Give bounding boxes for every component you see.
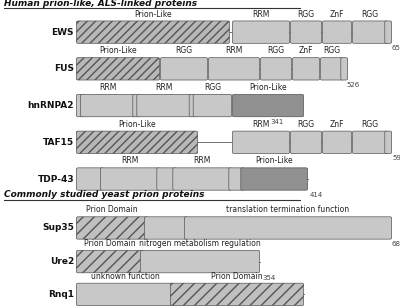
- Text: TDP-43: TDP-43: [37, 174, 74, 184]
- FancyBboxPatch shape: [80, 94, 136, 117]
- Text: RGG: RGG: [362, 120, 378, 129]
- FancyBboxPatch shape: [189, 94, 196, 117]
- FancyBboxPatch shape: [184, 217, 392, 239]
- FancyBboxPatch shape: [76, 250, 144, 273]
- FancyBboxPatch shape: [144, 217, 188, 239]
- Text: 354: 354: [262, 275, 275, 281]
- FancyBboxPatch shape: [193, 94, 232, 117]
- Text: 341: 341: [270, 118, 283, 125]
- Text: EWS: EWS: [52, 28, 74, 37]
- FancyBboxPatch shape: [320, 58, 344, 80]
- Text: Prion Domain: Prion Domain: [84, 239, 136, 248]
- Text: hnRNPA2: hnRNPA2: [28, 101, 74, 110]
- Text: Prion-Like: Prion-Like: [99, 46, 137, 55]
- Text: ZnF: ZnF: [299, 46, 313, 55]
- FancyBboxPatch shape: [76, 21, 230, 43]
- Text: unknown function: unknown function: [91, 272, 159, 281]
- Text: RGG: RGG: [298, 9, 314, 18]
- FancyBboxPatch shape: [229, 168, 244, 190]
- Text: Prion-Like: Prion-Like: [255, 156, 293, 165]
- Text: ZnF: ZnF: [330, 120, 344, 129]
- Text: RGG: RGG: [204, 83, 221, 92]
- Text: Commonly studied yeast prion proteins: Commonly studied yeast prion proteins: [4, 190, 204, 199]
- FancyBboxPatch shape: [157, 168, 176, 190]
- Text: RRM: RRM: [121, 156, 139, 165]
- FancyBboxPatch shape: [133, 94, 140, 117]
- Text: 685: 685: [392, 241, 400, 247]
- FancyBboxPatch shape: [137, 94, 192, 117]
- Text: Rnq1: Rnq1: [48, 290, 74, 299]
- FancyBboxPatch shape: [322, 131, 352, 153]
- FancyBboxPatch shape: [232, 94, 304, 117]
- Text: RRM: RRM: [252, 120, 270, 129]
- Text: FUS: FUS: [54, 64, 74, 73]
- FancyBboxPatch shape: [352, 21, 388, 43]
- Text: translation termination function: translation termination function: [226, 205, 350, 214]
- Text: RRM: RRM: [225, 46, 243, 55]
- FancyBboxPatch shape: [260, 58, 292, 80]
- Text: RRM: RRM: [252, 9, 270, 18]
- Text: ZnF: ZnF: [330, 9, 344, 18]
- FancyBboxPatch shape: [173, 168, 232, 190]
- FancyBboxPatch shape: [352, 131, 388, 153]
- FancyBboxPatch shape: [322, 21, 352, 43]
- Text: 656: 656: [392, 45, 400, 51]
- FancyBboxPatch shape: [160, 58, 208, 80]
- Text: RRM: RRM: [194, 156, 211, 165]
- FancyBboxPatch shape: [232, 21, 290, 43]
- FancyBboxPatch shape: [76, 283, 174, 305]
- Text: RGG: RGG: [176, 46, 192, 55]
- Text: RRM: RRM: [156, 83, 173, 92]
- FancyBboxPatch shape: [385, 131, 392, 153]
- Text: RGG: RGG: [362, 9, 378, 18]
- Text: Prion-Like: Prion-Like: [249, 83, 287, 92]
- FancyBboxPatch shape: [76, 58, 160, 80]
- Text: Prion-Like: Prion-Like: [134, 9, 172, 18]
- FancyBboxPatch shape: [341, 58, 348, 80]
- Text: Sup35: Sup35: [42, 223, 74, 233]
- Text: RRM: RRM: [99, 83, 117, 92]
- Text: RGG: RGG: [324, 46, 340, 55]
- Text: Prion-Like: Prion-Like: [118, 120, 156, 129]
- FancyBboxPatch shape: [140, 250, 260, 273]
- Text: TAF15: TAF15: [43, 138, 74, 147]
- FancyBboxPatch shape: [76, 168, 104, 190]
- FancyBboxPatch shape: [170, 283, 304, 305]
- FancyBboxPatch shape: [76, 131, 198, 153]
- Text: 414: 414: [310, 192, 323, 198]
- FancyBboxPatch shape: [232, 131, 290, 153]
- FancyBboxPatch shape: [241, 168, 308, 190]
- Text: 526: 526: [346, 82, 359, 88]
- FancyBboxPatch shape: [292, 58, 320, 80]
- Text: nitrogen metabolism regulation: nitrogen metabolism regulation: [139, 239, 261, 248]
- FancyBboxPatch shape: [208, 58, 260, 80]
- FancyBboxPatch shape: [385, 21, 392, 43]
- FancyBboxPatch shape: [76, 217, 148, 239]
- FancyBboxPatch shape: [290, 131, 322, 153]
- Text: Ure2: Ure2: [50, 257, 74, 266]
- Text: Human prion-like, ALS-linked proteins: Human prion-like, ALS-linked proteins: [4, 0, 197, 8]
- FancyBboxPatch shape: [100, 168, 160, 190]
- Text: Prion Domain: Prion Domain: [211, 272, 263, 281]
- Text: 592: 592: [392, 155, 400, 161]
- Text: RGG: RGG: [298, 120, 314, 129]
- Text: Prion Domain: Prion Domain: [86, 205, 138, 214]
- FancyBboxPatch shape: [76, 94, 84, 117]
- FancyBboxPatch shape: [290, 21, 322, 43]
- Text: RGG: RGG: [268, 46, 284, 55]
